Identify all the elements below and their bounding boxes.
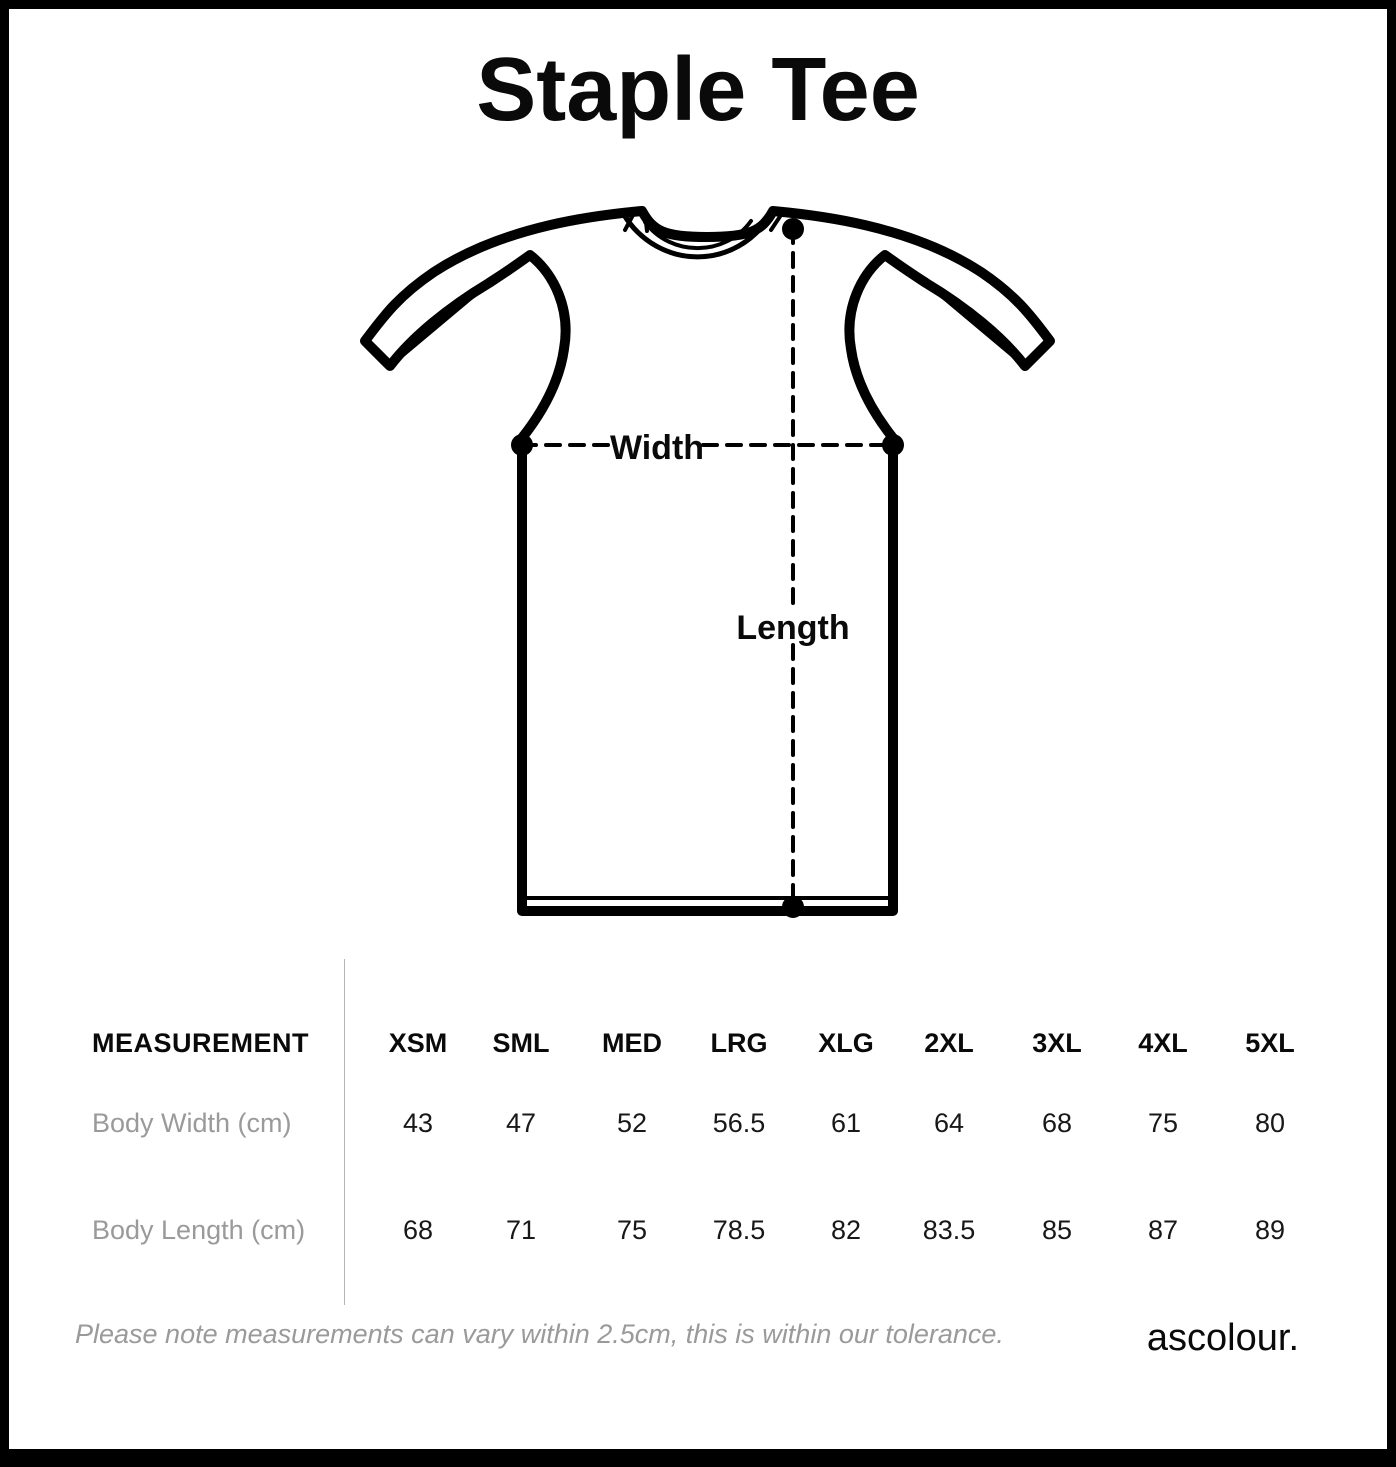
svg-text:Length: Length <box>736 609 849 647</box>
svg-text:Width: Width <box>610 429 704 467</box>
